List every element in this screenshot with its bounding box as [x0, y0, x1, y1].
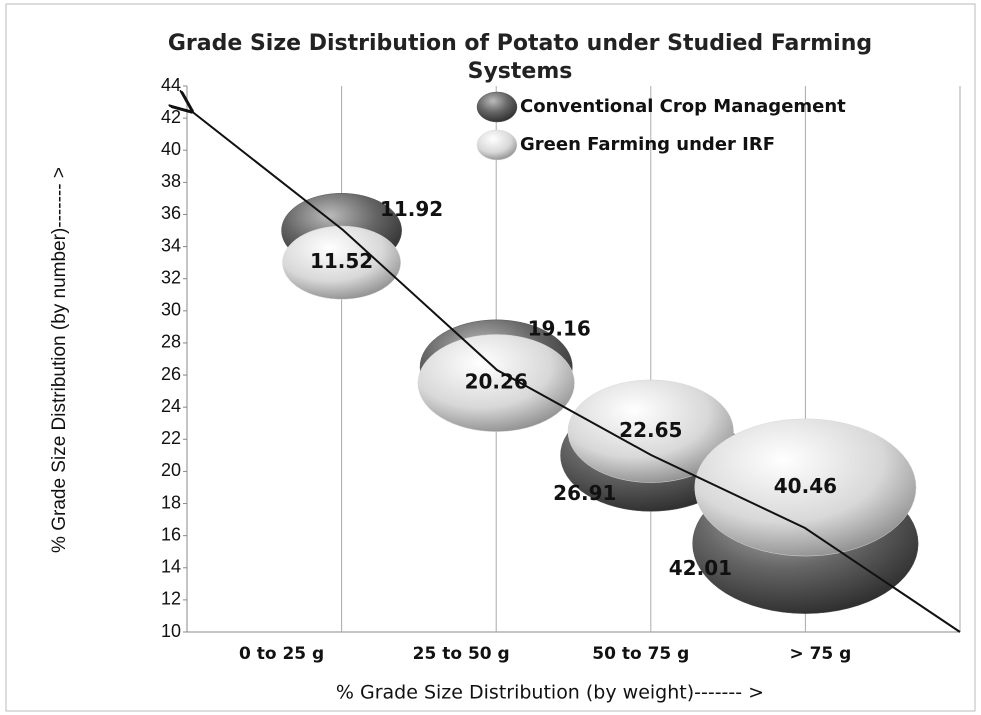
data-label: 19.16: [528, 317, 591, 341]
x-tick-label: 50 to 75 g: [592, 644, 689, 664]
x-axis-title: % Grade Size Distribution (by weight)---…: [336, 682, 764, 704]
chart-title: Grade Size Distribution of Potato under …: [167, 31, 873, 84]
y-tick-label: 24: [161, 396, 181, 416]
y-tick-label: 20: [161, 460, 181, 480]
legend-label: Conventional Crop Management: [520, 96, 846, 117]
frame: [5, 3, 976, 712]
y-tick-label: 10: [161, 621, 181, 641]
y-tick-label: 40: [161, 139, 181, 159]
bubble: [694, 418, 917, 557]
y-tick-label: 36: [161, 203, 181, 223]
y-axis-title: % Grade Size Distribution (by number)---…: [49, 167, 70, 553]
y-tick-label: 30: [161, 300, 181, 320]
y-tick-label: 44: [161, 75, 181, 95]
bubble: [417, 334, 575, 432]
legend-swatch: [476, 91, 518, 123]
x-tick-label: 25 to 50 g: [413, 644, 510, 664]
data-label: 22.65: [619, 418, 682, 442]
data-label: 11.92: [380, 197, 443, 221]
y-tick-label: 28: [161, 332, 181, 352]
y-tick-label: 18: [161, 492, 181, 512]
data-label: 40.46: [774, 474, 837, 498]
y-tick-label: 38: [161, 171, 181, 191]
y-tick-label: 16: [161, 524, 181, 544]
bubble: [567, 379, 734, 483]
data-label: 11.52: [310, 249, 373, 273]
y-tick-label: 22: [161, 428, 181, 448]
x-tick-label: > 75 g: [789, 644, 851, 664]
legend-swatch: [476, 129, 518, 161]
y-tick-label: 34: [161, 235, 181, 255]
bubble: [282, 225, 401, 300]
x-tick-label: 0 to 25 g: [239, 644, 324, 664]
y-tick-label: 12: [161, 589, 181, 609]
data-label: 26.91: [553, 481, 616, 505]
y-tick-label: 26: [161, 364, 181, 384]
trend-arrow: [190, 110, 961, 633]
y-tick-label: 32: [161, 267, 181, 287]
y-tick-label: 42: [161, 107, 181, 127]
data-label: 42.01: [669, 556, 732, 580]
y-tick-label: 14: [161, 557, 181, 577]
legend-label: Green Farming under IRF: [520, 134, 775, 155]
